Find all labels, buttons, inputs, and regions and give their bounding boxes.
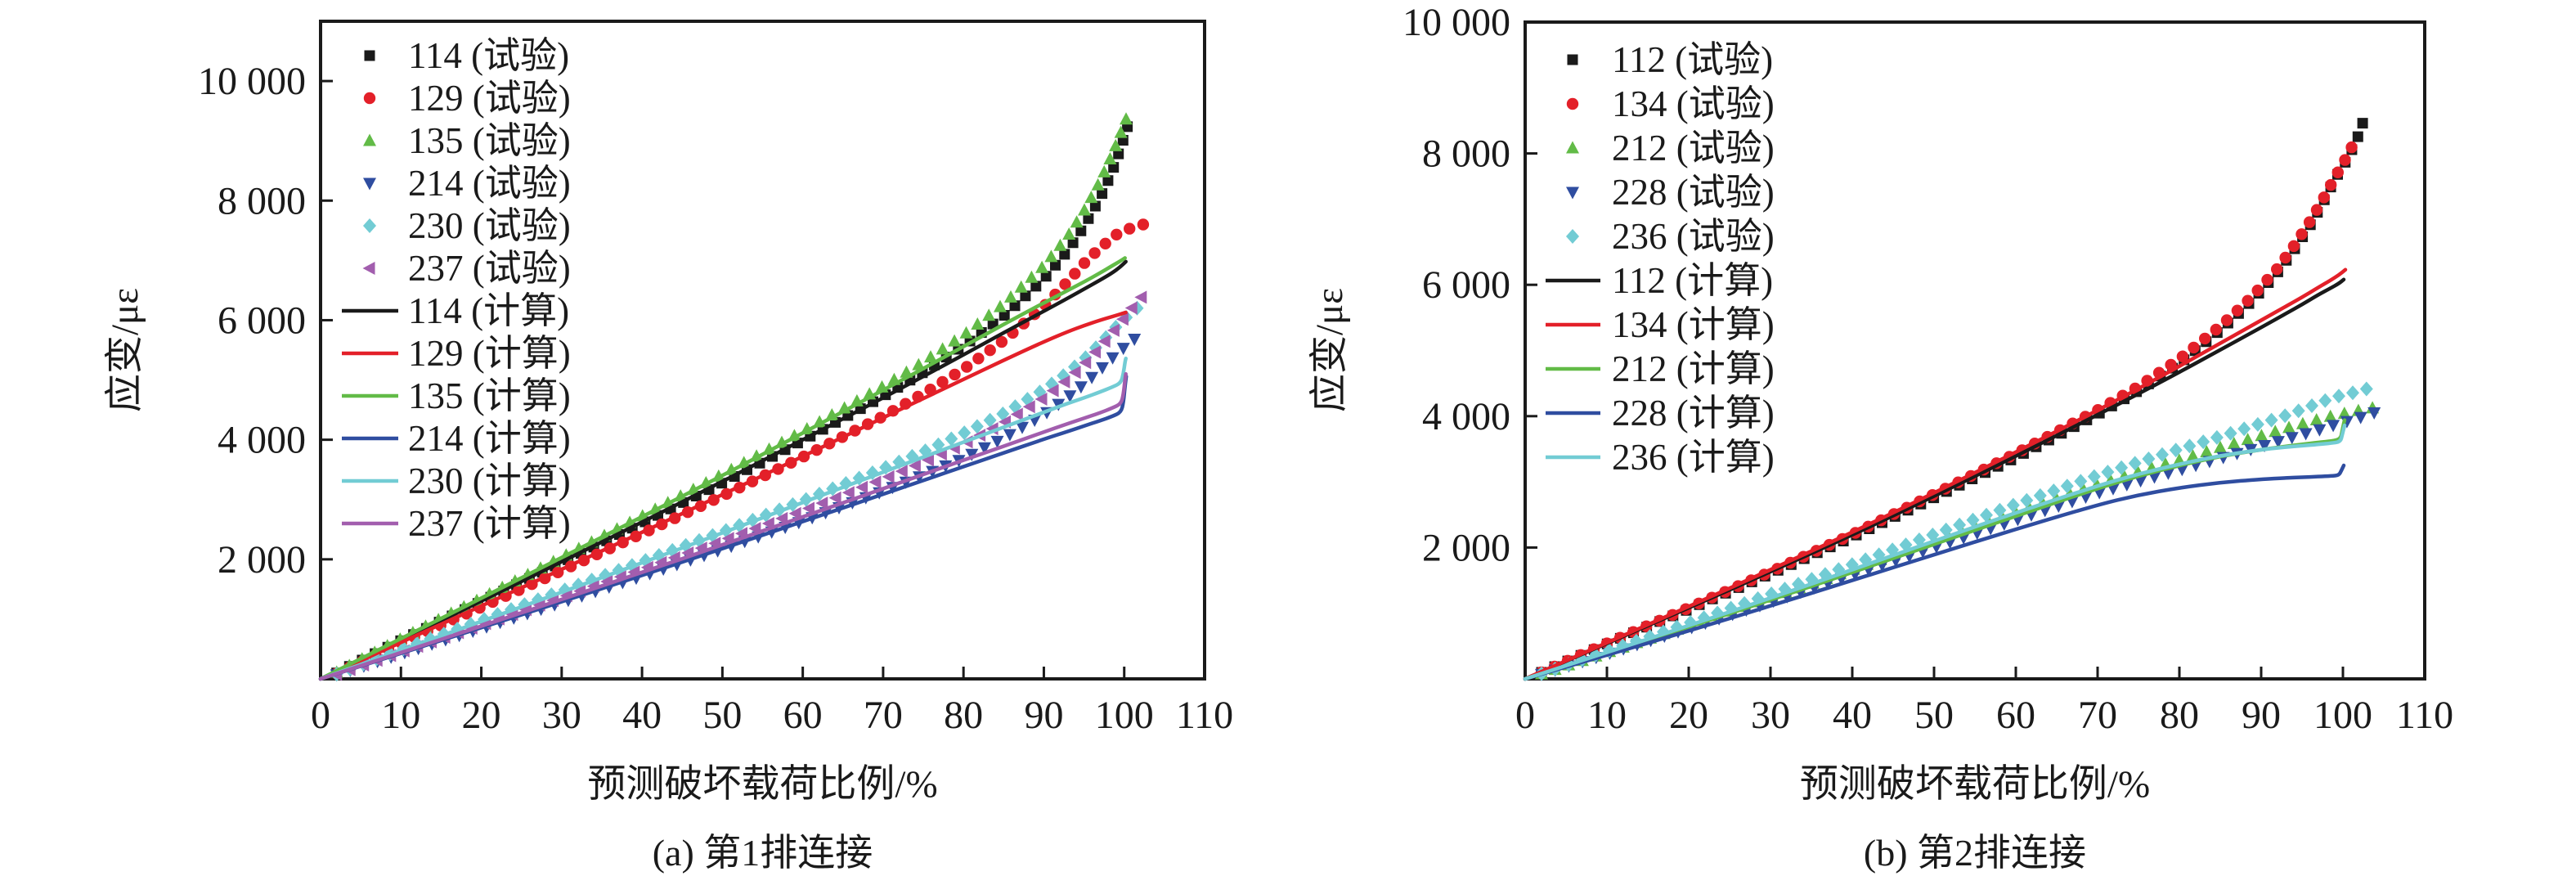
legend-label-237-test: 237 (试验) xyxy=(408,248,571,289)
legend-label-237-calc: 237 (计算) xyxy=(408,503,571,544)
y-tick-label: 2 000 xyxy=(1422,526,1510,569)
series-237-calc xyxy=(318,371,1128,681)
legend-marker-237-test-icon xyxy=(362,262,375,275)
x-tick-label: 90 xyxy=(1024,694,1063,737)
y-tick-label: 4 000 xyxy=(218,419,306,462)
y-axis-title: 应变/με xyxy=(104,288,146,412)
series-230-test xyxy=(330,300,1144,682)
plot-frame xyxy=(1524,20,2426,681)
x-tick-label: 0 xyxy=(311,694,330,737)
legend-label-214-test: 214 (试验) xyxy=(408,163,571,204)
legend-label-114-calc: 114 (计算) xyxy=(408,290,569,331)
panel-b: 0 10 20 30 40 50 60 70 80 90 100 110 2 000 4 000 6 000… xyxy=(1308,1,2453,874)
x-tick-label: 70 xyxy=(2078,694,2117,737)
y-tick-label: 6 000 xyxy=(1422,263,1510,307)
x-tick-label: 0 xyxy=(1515,694,1535,737)
x-tick-label: 20 xyxy=(462,694,501,737)
legend-label-129-test: 129 (试验) xyxy=(408,78,571,119)
legend-marker-212-test-icon xyxy=(1566,141,1579,154)
y-tick-label: 4 000 xyxy=(1422,395,1510,438)
legend-marker-129-test-icon xyxy=(363,92,376,105)
x-axis-title: 预测破坏载荷比例/% xyxy=(587,763,937,806)
y-tick-label: 8 000 xyxy=(218,179,306,222)
x-tick-label: 110 xyxy=(1176,694,1233,737)
legend-marker-114-test-icon xyxy=(364,50,375,61)
legend-label-230-calc: 230 (计算) xyxy=(408,460,571,501)
x-tick-label: 70 xyxy=(864,694,903,737)
plot-frame xyxy=(319,20,1206,681)
legend-label-236-test: 236 (试验) xyxy=(1612,216,1775,257)
series-230-calc xyxy=(318,356,1128,681)
x-tick-label: 60 xyxy=(1996,694,2035,737)
legend-label-134-calc: 134 (计算) xyxy=(1612,304,1775,345)
x-axis-title: 预测破坏载荷比例/% xyxy=(1800,763,2150,806)
y-tick-label: 10 000 xyxy=(198,60,306,103)
legend-label-236-calc: 236 (计算) xyxy=(1612,437,1775,478)
legend-label-228-test: 228 (试验) xyxy=(1612,172,1775,213)
legend-label-112-test: 112 (试验) xyxy=(1612,39,1773,80)
panel-a: 0 10 20 30 40 50 60 70 80 90 100 110 2 000 4 000 6 000… xyxy=(104,20,1233,874)
x-tick-label: 10 xyxy=(381,694,420,737)
x-tick-label: 30 xyxy=(542,694,581,737)
x-tick-label: 20 xyxy=(1669,694,1708,737)
series-214-calc xyxy=(318,374,1129,681)
x-tick-label: 10 xyxy=(1587,694,1627,737)
legend-marker-236-test-icon xyxy=(1566,229,1579,244)
legend-label-214-calc: 214 (计算) xyxy=(408,418,571,459)
legend-label-228-calc: 228 (计算) xyxy=(1612,393,1775,434)
x-tick-label: 90 xyxy=(2242,694,2281,737)
legend-label-212-calc: 212 (计算) xyxy=(1612,348,1775,389)
legend-label-112-calc: 112 (计算) xyxy=(1612,260,1773,301)
x-tick-label: 50 xyxy=(702,694,742,737)
series-129-calc xyxy=(318,310,1128,681)
legend-marker-228-test-icon xyxy=(1566,186,1579,200)
y-tick-label: 10 000 xyxy=(1402,1,1510,44)
legend-panel-b: 112 (试验)134 (试验)212 (试验)228 (试验)236 (试验)… xyxy=(1546,39,1775,478)
legend-label-134-test: 134 (试验) xyxy=(1612,83,1775,124)
series-114-calc xyxy=(318,259,1128,681)
x-tick-label: 60 xyxy=(783,694,823,737)
x-tick-label: 100 xyxy=(1095,694,1154,737)
legend-label-135-test: 135 (试验) xyxy=(408,120,571,161)
series-135-calc xyxy=(318,256,1127,681)
series-236-calc xyxy=(1523,423,2347,681)
legend-label-212-test: 212 (试验) xyxy=(1612,128,1775,168)
x-tick-label: 50 xyxy=(1914,694,1954,737)
x-tick-label: 40 xyxy=(622,694,662,737)
x-tick-label: 30 xyxy=(1751,694,1790,737)
legend-marker-214-test-icon xyxy=(363,177,376,191)
y-tick-label: 8 000 xyxy=(1422,133,1510,176)
y-tick-label: 6 000 xyxy=(218,299,306,342)
y-axis-title: 应变/με xyxy=(1308,288,1351,412)
legend-marker-112-test-icon xyxy=(1567,54,1578,65)
legend-label-114-test: 114 (试验) xyxy=(408,35,569,76)
legend-marker-134-test-icon xyxy=(1566,97,1579,110)
legend-label-230-test: 230 (试验) xyxy=(408,205,571,246)
legend-label-135-calc: 135 (计算) xyxy=(408,375,571,416)
x-tick-label: 80 xyxy=(944,694,983,737)
legend-panel-a: 114 (试验)129 (试验)135 (试验)214 (试验)230 (试验)… xyxy=(342,35,571,544)
x-tick-label: 80 xyxy=(2160,694,2199,737)
series-134-calc xyxy=(1523,267,2348,681)
x-tick-label: 100 xyxy=(2313,694,2372,737)
y-tick-label: 2 000 xyxy=(218,538,306,582)
panel-subtitle: (a) 第1排连接 xyxy=(653,832,873,874)
panel-subtitle: (b) 第2排连接 xyxy=(1864,832,2086,874)
legend-marker-230-test-icon xyxy=(363,218,376,233)
x-tick-label: 110 xyxy=(2396,694,2453,737)
legend-marker-135-test-icon xyxy=(363,133,376,146)
x-tick-label: 40 xyxy=(1833,694,1872,737)
series-228-calc xyxy=(1523,463,2346,681)
legend-label-129-calc: 129 (计算) xyxy=(408,333,571,374)
